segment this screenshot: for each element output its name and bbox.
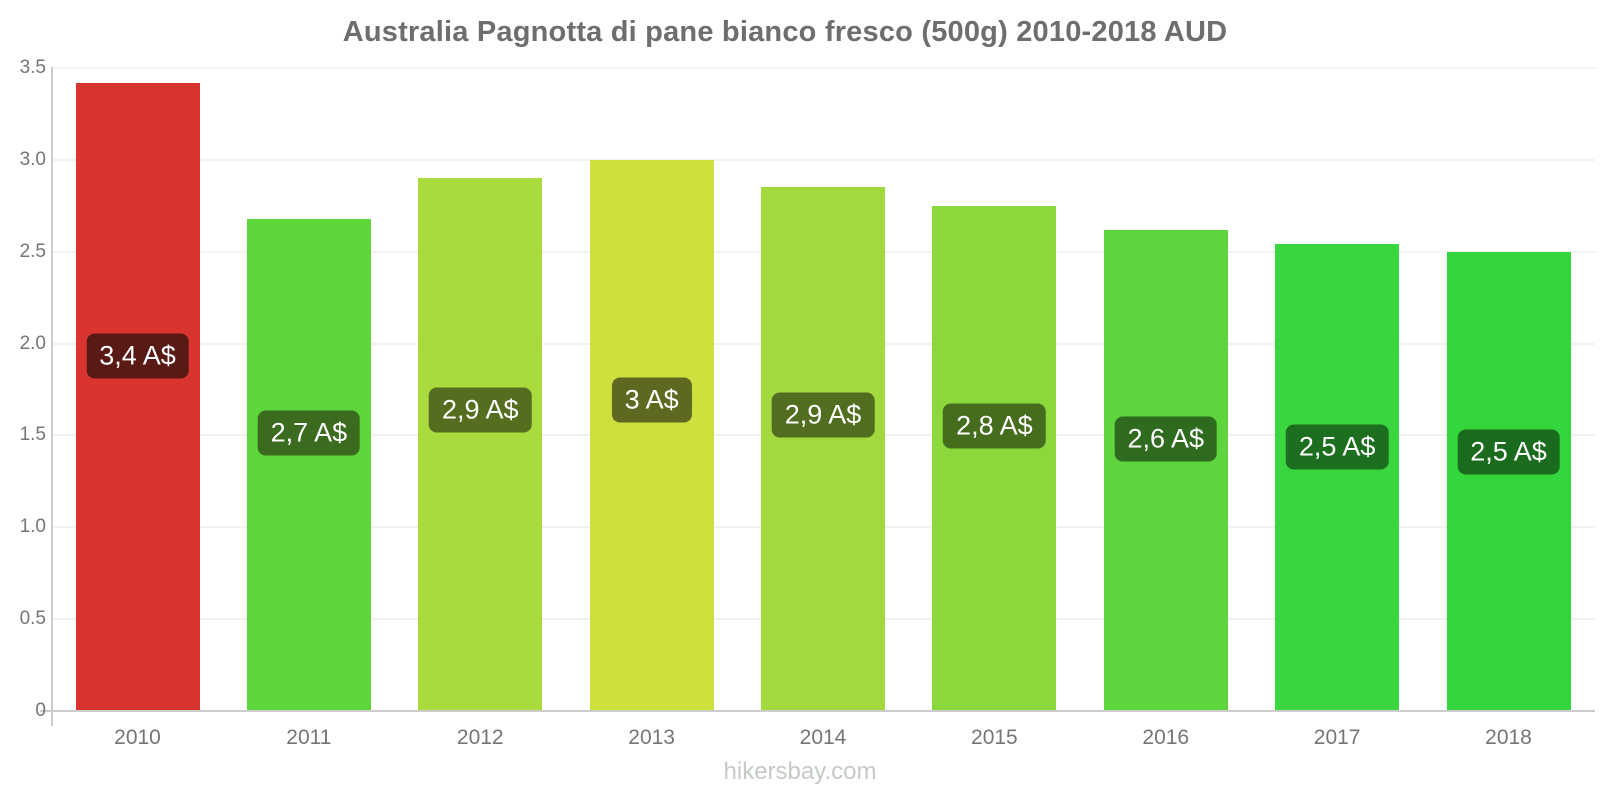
bar-value-label-2018: 2,5 A$ [1457,429,1560,475]
plot-area: 3,4 A$ 2,7 A$ 2,9 A$ 3 A$ 2,9 A$ 2,8 A$ 2,6 A$… [52,67,1595,711]
gridline-3.5 [52,67,1595,69]
y-tick-label-2.0: 2.0 [19,332,46,354]
bar-value-label-2013: 3 A$ [611,377,692,423]
x-tick-label-2013: 2013 [628,726,675,749]
x-tick-label-2016: 2016 [1142,726,1190,749]
y-axis-line [51,67,53,726]
bar-2016: 2,6 A$ [1103,229,1228,711]
bar-2017: 2,5 A$ [1275,244,1400,711]
bar-value-label-2010: 3,4 A$ [86,333,189,379]
bar-2011: 2,7 A$ [246,218,371,711]
bar-2010: 3,4 A$ [75,82,200,711]
x-tick-label-2017: 2017 [1313,726,1361,749]
gridline-3.0 [52,158,1595,161]
bar-2018: 2,5 A$ [1446,251,1571,711]
x-tick-label-2015: 2015 [971,726,1018,749]
x-tick-label-2014: 2014 [799,726,847,749]
bar-value-label-2015: 2,8 A$ [943,403,1046,449]
y-tick-label-0: 0 [35,700,46,721]
y-tick-label-0.5: 0.5 [19,608,46,630]
bar-value-label-2012: 2,9 A$ [428,387,532,433]
y-tick-label-3.5: 3.5 [19,57,46,78]
watermark-text: hikersbay.com [723,758,877,785]
x-axis-line [40,710,1595,712]
y-tick-label-2.5: 2.5 [19,240,46,262]
y-tick-label-1.0: 1.0 [19,516,46,538]
x-tick-label-2018: 2018 [1485,726,1532,749]
bar-value-label-2014: 2,9 A$ [771,392,875,438]
y-tick-label-3.0: 3.0 [19,148,46,170]
x-tick-label-2011: 2011 [286,726,332,749]
x-tick-label-2010: 2010 [114,726,161,749]
y-tick-label-1.5: 1.5 [19,424,46,446]
bar-2012: 2,9 A$ [418,178,543,711]
bar-value-label-2011: 2,7 A$ [257,410,361,456]
bar-2013: 3 A$ [589,159,714,711]
bar-value-label-2017: 2,5 A$ [1285,424,1389,470]
x-tick-label-2012: 2012 [456,726,504,749]
bar-2014: 2,9 A$ [761,187,885,711]
bar-value-label-2016: 2,6 A$ [1114,416,1218,462]
chart-title: Australia Pagnotta di pane bianco fresco… [342,16,1228,48]
bar-2015: 2,8 A$ [932,205,1057,711]
